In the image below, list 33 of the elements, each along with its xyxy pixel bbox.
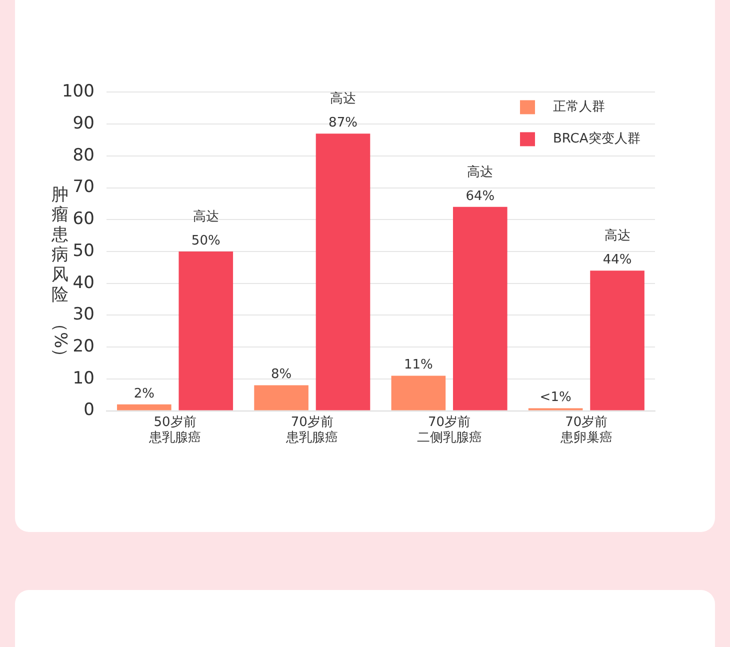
legend-label: BRCA突变人群 [553,132,640,147]
y-axis-title: 肿瘤患病风险（%） [50,185,70,366]
bar [178,252,234,410]
bar [254,385,308,410]
legend-label: 正常人群 [553,100,605,115]
data-label: 高达 50% [191,208,220,248]
y-tick-label: 90 [72,113,94,134]
data-label: 11% [404,358,433,373]
bar [117,404,172,410]
y-tick-label: 60 [72,209,94,230]
y-tick-label: 10 [72,368,94,388]
y-tick-label: 20 [72,336,94,356]
bar [452,206,508,410]
data-label: 高达 87% [328,90,358,130]
data-label: 2% [134,386,154,402]
data-label: <1% [540,390,572,406]
y-tick-label: 40 [72,272,94,293]
data-label: 高达 44% [602,227,632,268]
y-tick-label: 80 [72,145,94,166]
x-tick-label: 50岁前患乳腺癌 [148,414,202,446]
y-tick-label: 100 [62,82,94,102]
x-tick-label: 70岁前患卵巢癌 [559,414,612,446]
data-label: 高达 64% [466,164,495,204]
x-tick-label: 70岁前二侧乳腺癌 [416,414,482,446]
bar [590,270,644,410]
data-label: 8% [270,367,292,382]
y-tick-label: 0 [84,400,94,420]
bar [316,134,370,410]
y-tick-label: 30 [72,304,94,325]
y-tick-label: 50 [72,240,94,261]
bar [391,376,446,410]
y-tick-label: 70 [72,177,94,198]
x-tick-label: 70岁前患乳腺癌 [285,414,338,446]
